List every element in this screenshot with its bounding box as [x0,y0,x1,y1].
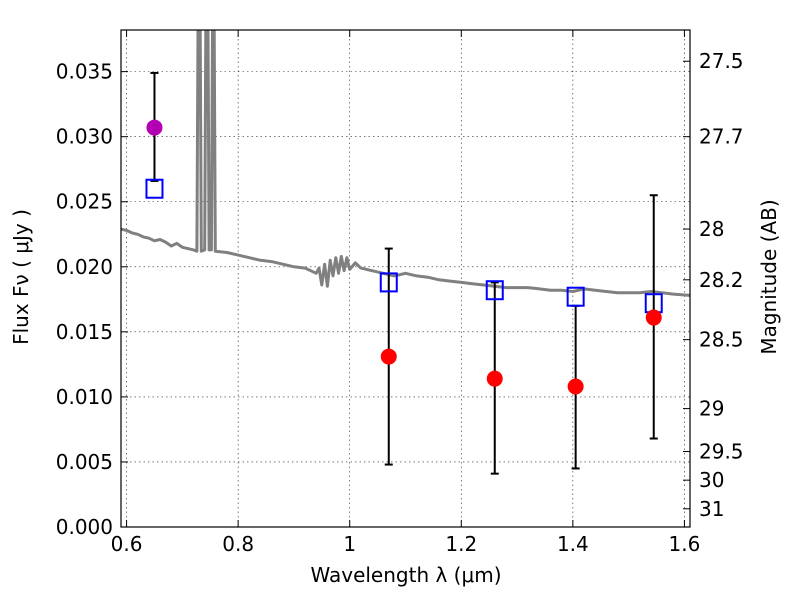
y2-tick-label: 29.5 [699,440,744,464]
y2-tick-label: 27.5 [699,49,744,73]
y2-tick-label: 28.5 [699,328,744,352]
y2-tick-label: 28.2 [699,268,744,292]
y2-tick-label: 31 [699,497,724,521]
x-tick-label: 0.6 [111,532,143,556]
y-tick-label: 0.025 [56,190,113,214]
axis-labels: Wavelength λ (μm) Flux Fν ( μJy ) Magnit… [9,199,781,587]
plot-clip-group [121,30,690,475]
y-tick-label: 0.000 [56,515,113,539]
y2-axis-title: Magnitude (AB) [757,199,781,354]
plot-area [121,30,690,475]
y2-tick-label: 30 [699,468,724,492]
x-tick-label: 1 [343,532,356,556]
observed-nir-point [380,348,397,365]
observed-nir-point [567,378,584,395]
y-tick-label: 0.030 [56,125,113,149]
observed-optical-point [146,119,163,136]
x-tick-label: 1.2 [445,532,477,556]
y-tick-label: 0.015 [56,320,113,344]
x-tick-label: 1.6 [669,532,701,556]
x-tick-label: 0.8 [222,532,254,556]
observed-nir-point [486,370,503,387]
y-tick-label: 0.035 [56,60,113,84]
plot-frame [120,29,691,528]
y2-tick-label: 28 [699,217,724,241]
x-tick-label: 1.4 [557,532,589,556]
axes: 0.6 0.8 1 1.2 1.4 1.6 0.000 0.005 0.010 0.015 0.02… [56,29,744,556]
synthetic-flux-point [145,178,164,199]
synthetic-flux-point [379,272,398,293]
y-axis-title: Flux Fν ( μJy ) [9,209,33,345]
y-tick-label: 0.005 [56,450,113,474]
synthetic-flux-point [566,286,585,307]
y2-tick-label: 29 [699,397,724,421]
model-spectrum-line [121,30,690,297]
synthetic-flux-point [485,280,504,301]
y-tick-label: 0.020 [56,255,113,279]
y2-tick-label: 27.7 [699,125,744,149]
observed-nir-point [645,309,662,326]
x-axis-title: Wavelength λ (μm) [310,563,501,587]
y-tick-label: 0.010 [56,385,113,409]
